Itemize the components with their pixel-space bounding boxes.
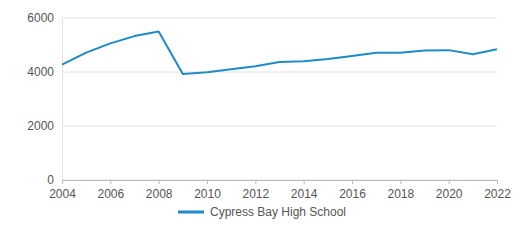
grid-line — [62, 126, 497, 127]
x-tick-label: 2018 — [387, 187, 414, 201]
x-axis-line — [63, 181, 498, 185]
x-tick: 2012 — [242, 180, 269, 201]
grid-line — [62, 18, 497, 19]
x-tick-mark — [159, 180, 160, 184]
y-tick-label: 0 — [47, 173, 54, 187]
x-tick: 2022 — [484, 180, 511, 201]
y-axis: 0 2000 4000 6000 — [27, 11, 62, 187]
x-tick-label: 2006 — [97, 187, 124, 201]
series-line — [62, 32, 497, 74]
x-tick-mark — [449, 180, 450, 184]
x-tick-mark — [400, 180, 401, 184]
x-tick-mark — [62, 180, 63, 184]
y-axis-line — [62, 19, 63, 181]
x-tick: 2004 — [49, 180, 76, 201]
x-tick-label: 2008 — [146, 187, 173, 201]
x-axis: 2004 2006 2008 2010 2012 2014 2016 2018 2020 2022 — [49, 180, 511, 201]
y-tick: 6000 — [27, 11, 62, 25]
y-tick: 0 — [47, 173, 62, 187]
x-tick: 2008 — [146, 180, 173, 201]
x-tick-mark — [110, 180, 111, 184]
grid — [62, 18, 497, 180]
y-tick: 4000 — [27, 65, 62, 79]
x-tick-label: 2022 — [484, 187, 511, 201]
y-tick: 2000 — [27, 119, 62, 133]
x-tick: 2016 — [339, 180, 366, 201]
x-tick: 2006 — [97, 180, 124, 201]
x-tick-label: 2020 — [436, 187, 463, 201]
x-tick-label: 2016 — [339, 187, 366, 201]
x-tick-mark — [352, 180, 353, 184]
x-tick-mark — [497, 180, 498, 184]
grid-line — [62, 72, 497, 73]
legend: Cypress Bay High School — [178, 205, 346, 219]
x-tick-label: 2010 — [194, 187, 221, 201]
y-tick-label: 4000 — [27, 65, 54, 79]
chart: 0 2000 4000 6000 2004 2006 2008 2010 2012 2014 201… — [0, 0, 524, 230]
x-tick-mark — [304, 180, 305, 184]
y-tick-label: 6000 — [27, 11, 54, 25]
x-tick-mark — [255, 180, 256, 184]
legend-swatch — [178, 211, 204, 214]
x-tick-mark — [207, 180, 208, 184]
legend-item: Cypress Bay High School — [178, 205, 346, 219]
x-tick-label: 2014 — [291, 187, 318, 201]
x-tick: 2020 — [436, 180, 463, 201]
y-tick-label: 2000 — [27, 119, 54, 133]
x-tick: 2018 — [387, 180, 414, 201]
x-tick: 2010 — [194, 180, 221, 201]
plot-area — [62, 32, 497, 74]
x-tick: 2014 — [291, 180, 318, 201]
x-tick-label: 2012 — [242, 187, 269, 201]
legend-label: Cypress Bay High School — [210, 205, 346, 219]
x-tick-label: 2004 — [49, 187, 76, 201]
